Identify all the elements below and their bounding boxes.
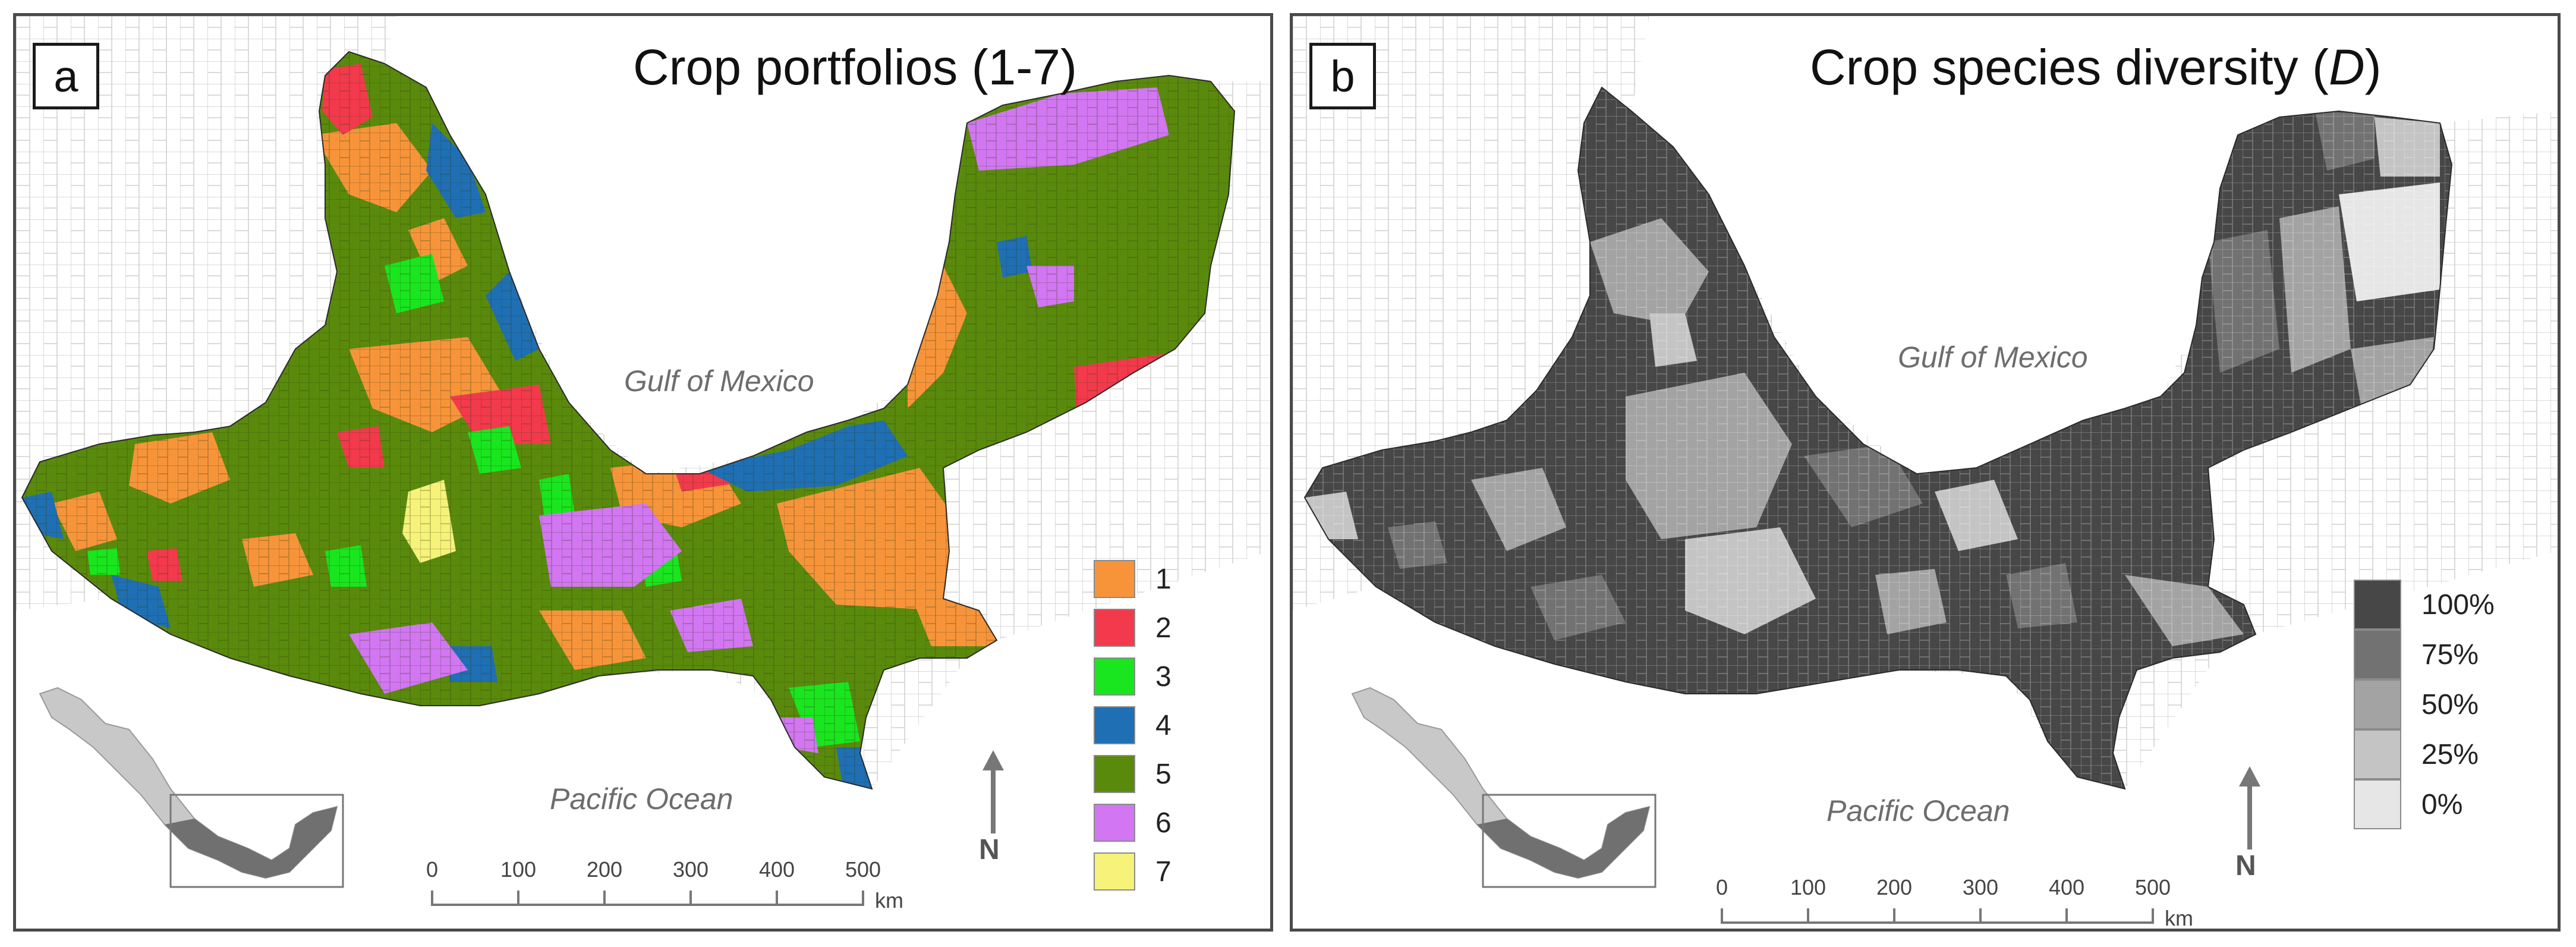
legend-entry: 2 xyxy=(1094,609,1172,647)
legend-entry: 3 xyxy=(1094,657,1172,696)
scale-tick xyxy=(517,891,519,906)
legend-entry: 1 xyxy=(1094,560,1172,598)
legend-entry: 5 xyxy=(1094,755,1172,793)
scale-tick xyxy=(1979,908,1982,924)
scale-tick-label: 100 xyxy=(1790,875,1826,899)
legend-entry: 6 xyxy=(1094,804,1172,842)
legend-swatch xyxy=(2354,679,2401,729)
scale-tick xyxy=(862,891,864,906)
gulf-sea-area xyxy=(385,16,1270,474)
north-arrow: N xyxy=(2232,766,2268,885)
crop-diversity-map-canvas xyxy=(1293,16,2558,929)
panel-letter-b: b xyxy=(1309,43,1376,109)
legend-label: 5 xyxy=(1155,758,1172,790)
scale-tick-label: 0 xyxy=(426,857,439,882)
title-variable: D xyxy=(2328,39,2365,95)
pacific-ocean-label: Pacific Ocean xyxy=(550,782,733,816)
diversity-legend: 100% 75% 50% 25% 0% xyxy=(2354,580,2495,829)
inset-mexico-map xyxy=(1351,687,1657,888)
scale-tick-label: 0 xyxy=(1715,875,1728,899)
legend-entry: 75% xyxy=(2354,630,2495,679)
scale-tick xyxy=(1807,908,1809,924)
legend-entry: 4 xyxy=(1094,706,1172,744)
legend-swatch xyxy=(2354,729,2401,779)
north-label: N xyxy=(979,834,1000,866)
north-arrow-icon xyxy=(2239,766,2260,850)
pacific-ocean-label: Pacific Ocean xyxy=(1826,794,2010,828)
legend-swatch xyxy=(1094,609,1135,647)
legend-swatch xyxy=(2354,580,2401,630)
pacific-sea-area xyxy=(16,551,1270,929)
scale-tick-label: 200 xyxy=(1876,875,1913,899)
scale-line xyxy=(1722,921,2153,924)
panel-a-title: Crop portfolios (1-7) xyxy=(633,39,1077,95)
scale-tick-label: 500 xyxy=(845,857,881,882)
scale-tick xyxy=(2152,908,2154,924)
legend-label: 50% xyxy=(2421,688,2479,721)
portfolio-legend: 1 2 3 4 5 6 7 xyxy=(1094,560,1172,901)
scale-tick-label: 500 xyxy=(2134,875,2171,899)
legend-entry: 50% xyxy=(2354,679,2495,729)
legend-swatch xyxy=(1094,804,1135,842)
north-arrow-icon xyxy=(982,750,1004,833)
scale-tick xyxy=(603,891,606,906)
legend-swatch xyxy=(1094,560,1135,598)
scale-tick xyxy=(776,891,778,906)
panel-letter-a: a xyxy=(33,43,99,109)
north-arrow: N xyxy=(975,750,1011,869)
legend-label: 75% xyxy=(2421,638,2479,671)
panel-b-crop-diversity-map: b Crop species diversity (D) Gulf of Mex… xyxy=(1290,13,2561,932)
legend-label: 1 xyxy=(1155,563,1172,595)
legend-swatch xyxy=(1094,657,1135,696)
scale-tick-label: 300 xyxy=(672,857,709,882)
scale-unit: km xyxy=(875,888,903,913)
gulf-of-mexico-label: Gulf of Mexico xyxy=(1898,341,2088,374)
inset-mexico-map xyxy=(39,687,344,888)
scale-tick xyxy=(1893,908,1895,924)
title-text: Crop species diversity ( xyxy=(1810,39,2329,95)
scale-tick-label: 400 xyxy=(2048,875,2085,899)
gulf-of-mexico-label: Gulf of Mexico xyxy=(624,364,814,398)
inset-extent-box xyxy=(1482,794,1657,888)
legend-swatch xyxy=(1094,755,1135,793)
inset-extent-box xyxy=(169,794,344,888)
scale-tick-label: 100 xyxy=(500,857,537,882)
scale-bar: 0 100 200 300 400 500 km xyxy=(426,857,931,929)
gulf-sea-area xyxy=(1632,16,2558,474)
legend-swatch xyxy=(2354,779,2401,829)
north-label: N xyxy=(2235,850,2256,882)
panel-a-crop-portfolios-map: a Crop portfolios (1-7) Gulf of Mexico P… xyxy=(13,13,1273,932)
legend-swatch xyxy=(1094,852,1135,891)
title-close: ) xyxy=(2364,39,2382,95)
scale-tick xyxy=(1721,908,1723,924)
legend-label: 7 xyxy=(1155,855,1172,888)
legend-entry: 100% xyxy=(2354,580,2495,630)
scale-bar: 0 100 200 300 400 500 km xyxy=(1716,875,2221,930)
legend-entry: 0% xyxy=(2354,779,2495,829)
legend-label: 100% xyxy=(2421,589,2495,621)
scale-unit: km xyxy=(2165,906,2193,930)
legend-label: 4 xyxy=(1155,709,1172,741)
scale-tick xyxy=(2065,908,2068,924)
legend-label: 2 xyxy=(1155,612,1172,644)
scale-tick-label: 200 xyxy=(586,857,623,882)
legend-label: 0% xyxy=(2421,788,2463,820)
legend-label: 6 xyxy=(1155,807,1172,839)
legend-label: 3 xyxy=(1155,660,1172,693)
scale-line xyxy=(432,904,863,906)
legend-label: 25% xyxy=(2421,738,2479,770)
crop-portfolio-map-canvas xyxy=(16,16,1270,929)
panel-b-title: Crop species diversity (D) xyxy=(1810,39,2382,96)
legend-entry: 7 xyxy=(1094,852,1172,891)
scale-tick-label: 300 xyxy=(1962,875,1999,899)
legend-swatch xyxy=(2354,630,2401,679)
scale-tick-label: 400 xyxy=(758,857,795,882)
legend-swatch xyxy=(1094,706,1135,744)
legend-entry: 25% xyxy=(2354,729,2495,779)
scale-tick xyxy=(689,891,692,906)
scale-tick xyxy=(431,891,433,906)
